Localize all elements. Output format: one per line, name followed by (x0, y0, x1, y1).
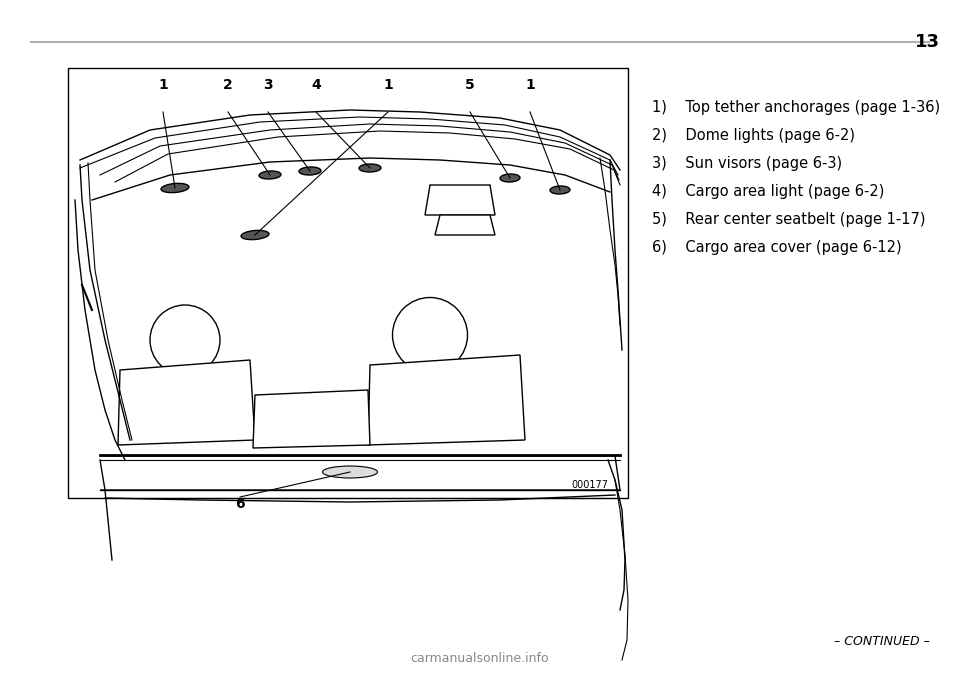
Ellipse shape (150, 305, 220, 375)
Bar (68, 68, 628, 498)
Text: 5)    Rear center seatbelt (page 1-17): 5) Rear center seatbelt (page 1-17) (652, 212, 925, 227)
Ellipse shape (359, 164, 381, 172)
Text: 4: 4 (311, 78, 321, 92)
Polygon shape (435, 215, 495, 235)
Polygon shape (368, 355, 525, 445)
Ellipse shape (241, 231, 269, 239)
Ellipse shape (299, 167, 321, 175)
Ellipse shape (500, 174, 520, 182)
Text: 6: 6 (235, 497, 245, 511)
Polygon shape (118, 360, 255, 445)
Ellipse shape (393, 298, 468, 372)
Text: 13: 13 (915, 33, 940, 51)
Text: 3: 3 (263, 78, 273, 92)
Text: 6)    Cargo area cover (page 6-12): 6) Cargo area cover (page 6-12) (652, 240, 901, 255)
Text: 000177: 000177 (571, 480, 608, 490)
Text: 1: 1 (383, 78, 393, 92)
Text: – CONTINUED –: – CONTINUED – (834, 635, 930, 648)
Text: 4)    Cargo area light (page 6-2): 4) Cargo area light (page 6-2) (652, 184, 884, 199)
Text: carmanualsonline.info: carmanualsonline.info (411, 652, 549, 665)
Text: 1: 1 (158, 78, 168, 92)
Ellipse shape (259, 171, 281, 179)
Polygon shape (253, 390, 370, 448)
Polygon shape (425, 185, 495, 215)
Text: 5: 5 (466, 78, 475, 92)
Text: 2: 2 (223, 78, 233, 92)
Text: 2)    Dome lights (page 6-2): 2) Dome lights (page 6-2) (652, 128, 855, 143)
Text: 1)    Top tether anchorages (page 1-36): 1) Top tether anchorages (page 1-36) (652, 100, 940, 115)
Ellipse shape (323, 466, 377, 478)
Text: 1: 1 (525, 78, 535, 92)
Ellipse shape (161, 183, 189, 193)
Text: 3)    Sun visors (page 6-3): 3) Sun visors (page 6-3) (652, 156, 842, 171)
Ellipse shape (550, 186, 570, 194)
